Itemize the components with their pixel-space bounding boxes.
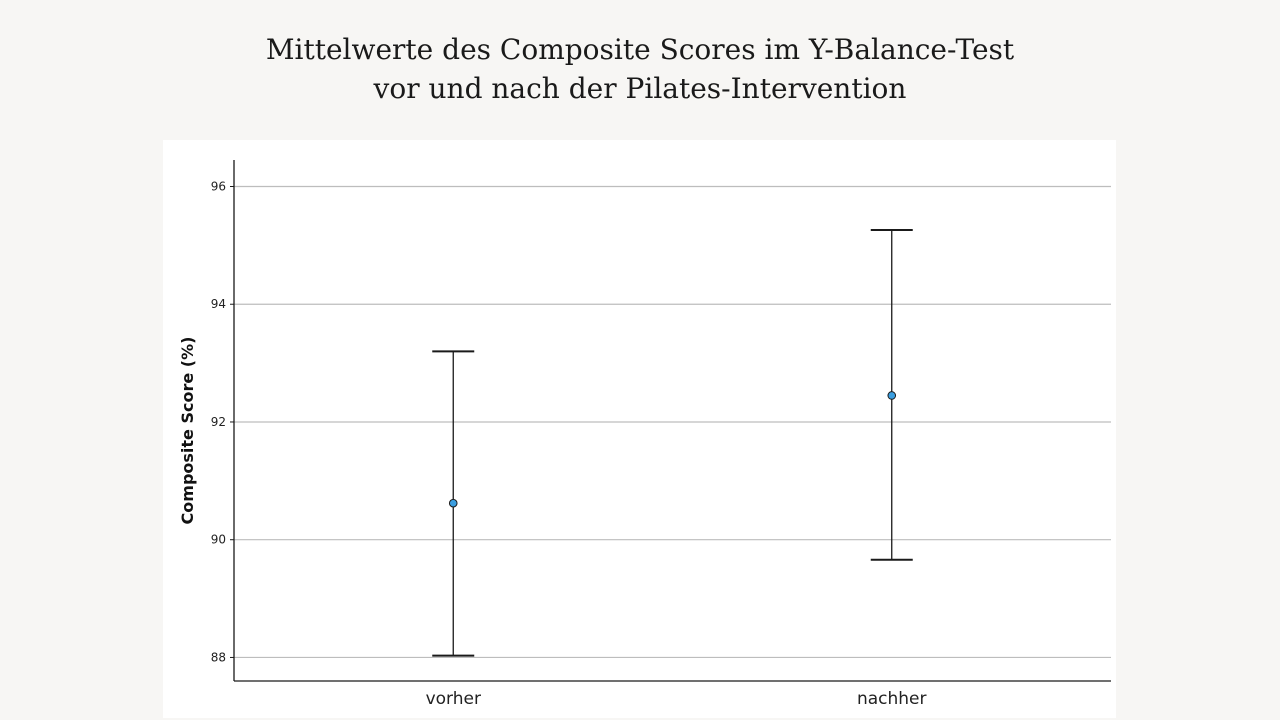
y-tick-label-94: 94	[211, 297, 226, 311]
grid-layer	[234, 185, 1111, 659]
chart-title: Mittelwerte des Composite Scores im Y-Ba…	[0, 30, 1280, 108]
x-category-labels: vorher nachher	[426, 689, 927, 709]
mean-points	[448, 391, 897, 508]
chart-title-line-1: Mittelwerte des Composite Scores im Y-Ba…	[265, 33, 1015, 66]
chart-panel: 88 90 92 94 96 vorher nachher Composite Score…	[163, 140, 1116, 718]
error-bars	[432, 229, 913, 657]
y-tick-label-92: 92	[211, 415, 226, 429]
x-category-label-nachher: nachher	[857, 689, 927, 709]
x-category-label-vorher: vorher	[426, 689, 481, 709]
y-axis-title: Composite Score (%)	[178, 337, 197, 525]
chart-title-line-2: vor und nach der Pilates-Intervention	[373, 72, 907, 105]
error-bar-chart: 88 90 92 94 96 vorher nachher Composite Score…	[178, 160, 1111, 709]
mean-point-nachher	[887, 391, 897, 400]
mean-point-vorher	[448, 498, 458, 508]
y-tick-labels: 88 90 92 94 96	[211, 179, 226, 664]
y-tick-label-88: 88	[211, 650, 226, 664]
y-tick-label-90: 90	[211, 533, 226, 547]
axis-layer	[230, 160, 1111, 682]
y-tick-label-96: 96	[211, 179, 226, 193]
